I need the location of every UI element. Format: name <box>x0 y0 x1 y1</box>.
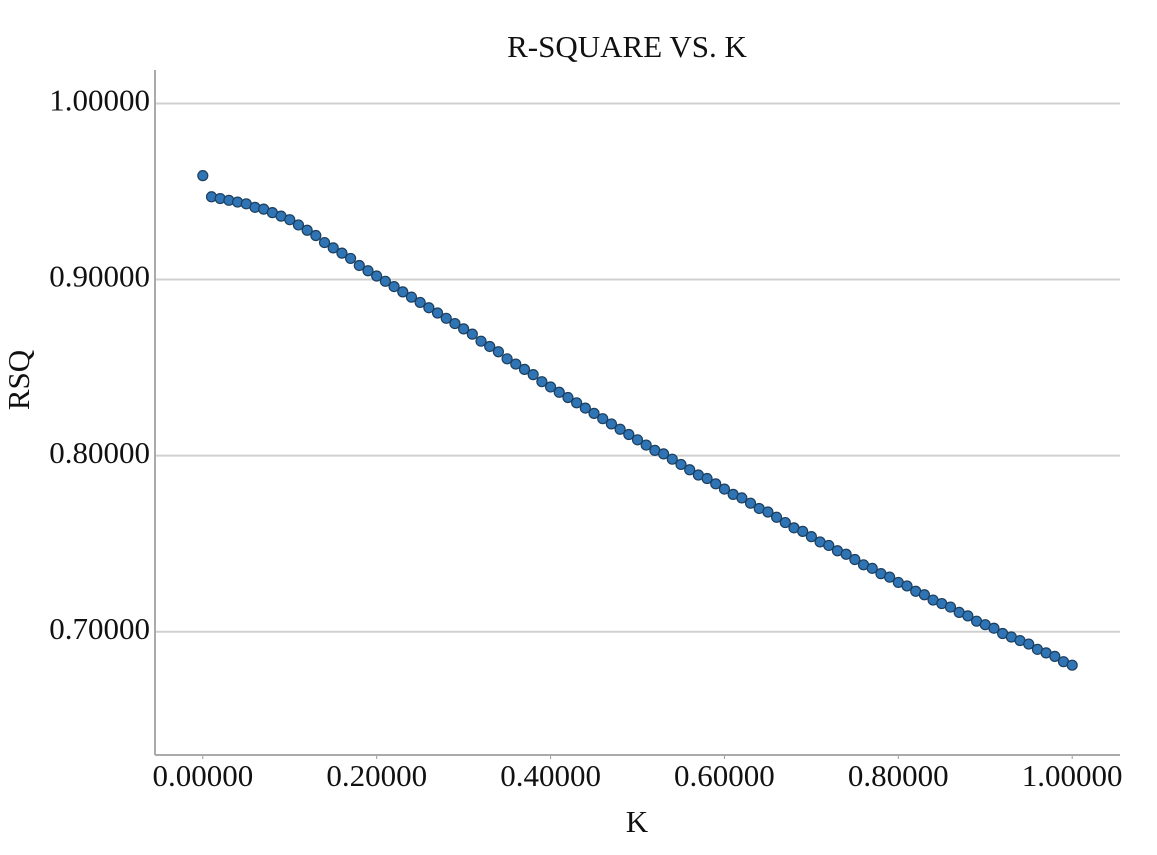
point <box>466 328 478 340</box>
point <box>562 391 574 404</box>
y-tick-label: 1.00000 <box>49 83 150 118</box>
y-tick-label: 0.90000 <box>49 259 150 294</box>
point <box>1049 650 1061 662</box>
x-tick-label: 0.00000 <box>152 758 253 793</box>
point <box>675 458 687 471</box>
chart-title: R-SQUARE VS. K <box>507 29 747 64</box>
point <box>510 358 522 370</box>
point <box>449 317 461 330</box>
point <box>362 265 374 277</box>
point <box>518 363 531 375</box>
point <box>718 483 731 495</box>
point <box>605 418 618 430</box>
point <box>588 407 600 419</box>
point <box>527 369 539 381</box>
point <box>492 346 505 358</box>
point <box>440 312 452 324</box>
y-axis-label: RSQ <box>1 350 36 410</box>
x-tick-label: 0.40000 <box>500 758 601 793</box>
x-tick-label: 1.00000 <box>1022 758 1123 793</box>
y-tick-label: 0.80000 <box>49 435 150 470</box>
point <box>657 448 670 460</box>
point <box>301 224 313 236</box>
point <box>475 335 487 347</box>
point <box>284 214 296 226</box>
point <box>631 434 644 446</box>
point <box>327 242 339 254</box>
point <box>823 539 835 552</box>
point <box>388 280 400 293</box>
point <box>197 170 209 182</box>
point <box>353 259 365 272</box>
point <box>623 428 635 441</box>
point <box>770 511 783 523</box>
x-tick-label: 0.20000 <box>326 758 427 793</box>
point <box>536 376 548 388</box>
point <box>640 439 652 451</box>
point <box>371 270 383 282</box>
point <box>571 397 583 409</box>
point <box>414 296 426 309</box>
point <box>397 286 409 298</box>
point <box>762 506 774 518</box>
point <box>666 453 678 465</box>
point <box>318 236 331 249</box>
point <box>849 553 861 566</box>
point <box>901 580 913 592</box>
point <box>423 302 435 314</box>
point <box>431 307 444 319</box>
x-tick-label: 0.60000 <box>674 758 775 793</box>
point <box>597 413 609 425</box>
x-tick-label: 0.80000 <box>848 758 949 793</box>
point <box>744 497 757 509</box>
point <box>553 386 565 398</box>
point <box>736 492 748 504</box>
point <box>988 622 1000 634</box>
point <box>710 478 722 490</box>
point <box>866 562 878 574</box>
point <box>379 275 391 287</box>
point <box>779 516 791 529</box>
point <box>614 423 626 435</box>
point <box>944 601 957 613</box>
point <box>1023 638 1035 650</box>
point <box>579 402 591 414</box>
y-tick-label: 0.70000 <box>49 611 150 646</box>
point <box>310 229 322 242</box>
point <box>962 610 974 622</box>
point <box>884 571 896 583</box>
point <box>345 252 357 265</box>
point <box>458 323 470 335</box>
point <box>1066 659 1078 671</box>
point <box>501 353 513 365</box>
point <box>484 340 496 353</box>
point <box>684 464 696 476</box>
point <box>701 472 713 485</box>
point <box>405 291 418 303</box>
point <box>918 589 930 601</box>
point <box>797 525 809 537</box>
point <box>544 381 557 393</box>
point <box>292 219 305 231</box>
point <box>805 531 817 543</box>
x-axis-label: K <box>626 804 649 839</box>
point <box>840 548 852 560</box>
point <box>336 247 348 259</box>
